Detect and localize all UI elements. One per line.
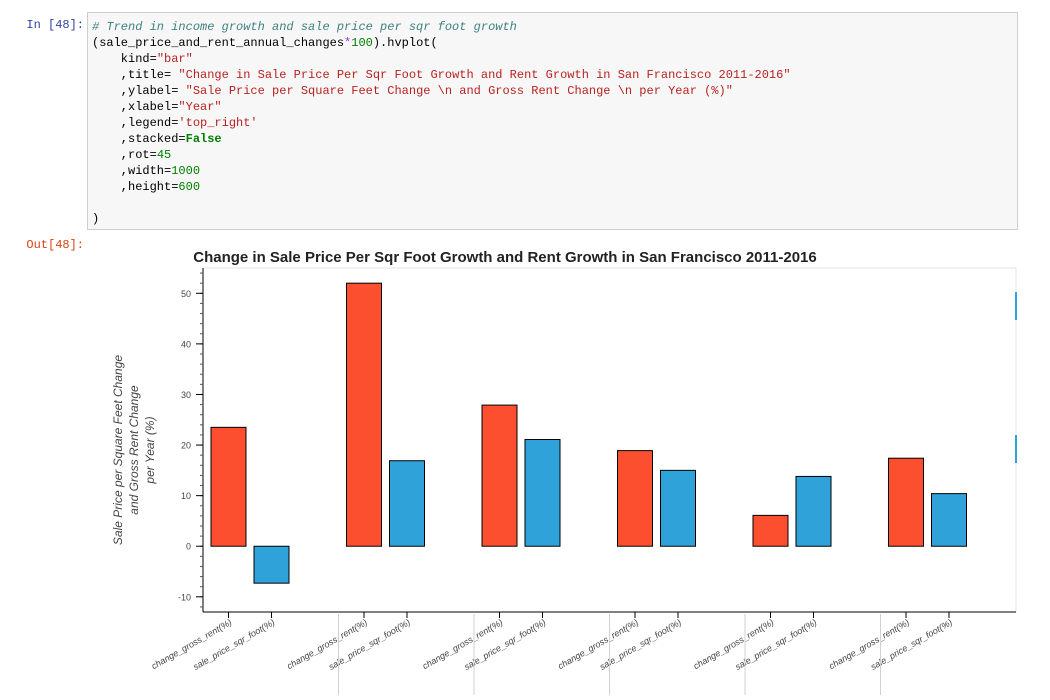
code-token: ) <box>92 212 100 226</box>
bar[interactable] <box>931 493 967 547</box>
output-prompt: Out[48]: <box>26 238 84 252</box>
bar[interactable] <box>210 426 247 547</box>
input-prompt: In [48]: <box>26 18 84 32</box>
code-line-4: ,title= "Change in Sale Price Per Sqr Fo… <box>92 67 791 83</box>
y-axis-label-line: and Gross Rent Change <box>127 385 141 515</box>
code-number: 600 <box>178 180 201 194</box>
bar[interactable] <box>888 457 924 547</box>
x-tick-label: sale_price_sqr_foot(%) <box>733 617 818 672</box>
x-tick-label: sale_price_sqr_foot(%) <box>869 617 954 672</box>
code-token: ,legend= <box>92 116 179 130</box>
code-cell-editor[interactable]: # Trend in income growth and sale price … <box>87 12 1018 230</box>
code-token: kind= <box>92 52 157 66</box>
code-string: "Change in Sale Price Per Sqr Foot Growt… <box>178 68 791 82</box>
code-operator: * <box>344 36 352 50</box>
chart-title: Change in Sale Price Per Sqr Foot Growth… <box>193 249 817 266</box>
bar[interactable] <box>752 514 789 547</box>
code-token: ,xlabel= <box>92 100 179 114</box>
bar[interactable] <box>346 282 382 547</box>
code-line-1: # Trend in income growth and sale price … <box>92 19 517 35</box>
y-axis-label-line: Sale Price per Square Feet Change <box>111 355 125 545</box>
bar[interactable] <box>660 469 696 547</box>
y-axis-label-line: per Year (%) <box>143 416 157 484</box>
code-number: 100 <box>351 36 373 50</box>
code-line-10: ,width=1000 <box>92 163 200 179</box>
code-line-9: ,rot=45 <box>92 147 171 163</box>
code-keyword: False <box>185 132 222 146</box>
x-tick-label: sale_price_sqr_foot(%) <box>462 617 547 672</box>
code-line-3: kind="bar" <box>92 51 193 67</box>
x-tick-label: sale_price_sqr_foot(%) <box>327 617 412 672</box>
y-tick-label: -10 <box>178 592 191 602</box>
code-number: 45 <box>156 148 172 162</box>
code-token: ).hvplot( <box>372 36 438 50</box>
y-tick-label: 50 <box>181 289 191 299</box>
y-axis-label: Sale Price per Square Feet Change and Gro… <box>111 355 157 545</box>
code-line-2: (sale_price_and_rent_annual_changes*100)… <box>92 35 438 51</box>
code-line-6: ,xlabel="Year" <box>92 99 222 115</box>
code-token: ,rot= <box>92 148 157 162</box>
code-number: 1000 <box>171 164 201 178</box>
code-token: ,height= <box>92 180 179 194</box>
bar[interactable] <box>617 450 653 547</box>
bar[interactable] <box>524 438 561 547</box>
code-line-7: ,legend='top_right' <box>92 115 258 131</box>
y-tick-label: 40 <box>181 339 191 349</box>
code-comment: # Trend in income growth and sale price … <box>92 20 517 34</box>
y-tick-label: 0 <box>186 542 191 552</box>
code-line-8: ,stacked=False <box>92 131 222 147</box>
code-line-5: ,ylabel= "Sale Price per Square Feet Cha… <box>92 83 733 99</box>
code-line-12: ) <box>92 211 99 227</box>
x-tick-label: sale_price_sqr_foot(%) <box>598 617 683 672</box>
code-token: ,title= <box>92 68 179 82</box>
code-token: ,stacked= <box>92 132 186 146</box>
y-tick-label: 10 <box>181 491 191 501</box>
bar[interactable] <box>253 545 290 584</box>
code-string: "bar" <box>156 52 193 66</box>
x-tick-label: sale_price_sqr_foot(%) <box>191 617 276 672</box>
plot-frame <box>202 267 1017 613</box>
code-token: (sale_price_and_rent_annual_changes <box>92 36 345 50</box>
y-tick-label: 30 <box>181 390 191 400</box>
y-tick-label: 20 <box>181 441 191 451</box>
output-area: Change in Sale Price Per Sqr Foot Growth… <box>87 236 1050 695</box>
code-line-11: ,height=600 <box>92 179 200 195</box>
bar[interactable] <box>481 404 518 547</box>
code-string: 'top_right' <box>178 116 258 130</box>
code-string: "Year" <box>178 100 222 114</box>
bar[interactable] <box>795 475 832 547</box>
bar[interactable] <box>389 460 425 547</box>
code-token: ,width= <box>92 164 172 178</box>
bar-chart[interactable]: Change in Sale Price Per Sqr Foot Growth… <box>87 236 1050 695</box>
code-string: "Sale Price per Square Feet Change \n an… <box>185 84 733 98</box>
code-token: ,ylabel= <box>92 84 186 98</box>
